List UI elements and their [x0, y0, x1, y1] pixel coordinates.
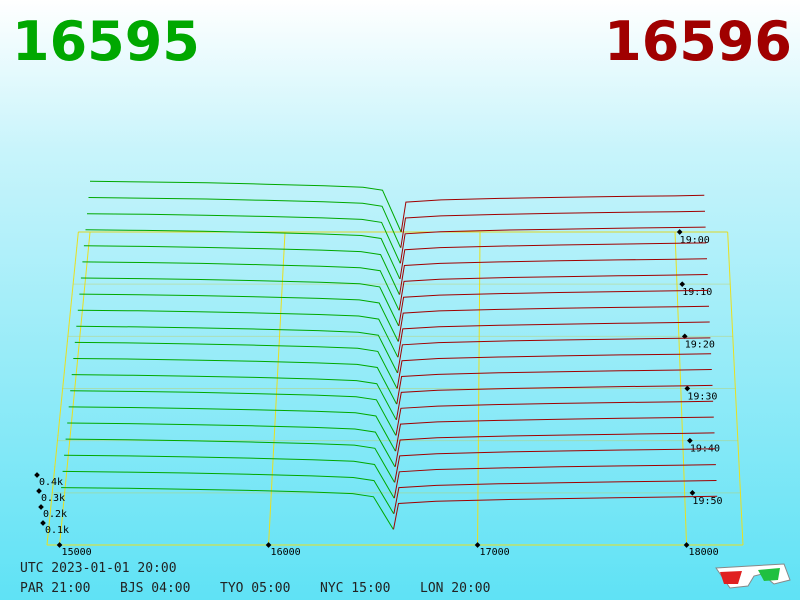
ask-depth-line: [399, 242, 707, 279]
ask-depth-line: [393, 464, 716, 499]
ask-depth-line: [395, 416, 714, 452]
bid-depth-line: [65, 438, 395, 483]
ask-depth-line: [397, 337, 711, 373]
bid-depth-line: [77, 309, 399, 358]
bid-depth-line: [70, 390, 397, 436]
bid-depth-line: [67, 422, 396, 468]
tick-mark: [676, 229, 683, 235]
time-tick-label: 19:00: [680, 235, 710, 246]
plot: 15000 16000 17000 18000 19:00 19:10 19:20 19:30…: [34, 180, 744, 558]
frame-edge: [46, 231, 79, 546]
bid-price: 16595: [12, 10, 200, 73]
tick-mark: [40, 520, 46, 526]
ask-depth-line: [398, 289, 709, 326]
y-tick-label: 0.1k: [45, 525, 69, 536]
bid-depth-line: [80, 277, 400, 327]
ask-depth-line: [399, 258, 708, 295]
time-tick-label: 19:10: [682, 287, 712, 298]
world-clock: NYC 15:00: [320, 581, 390, 596]
ask-depth-line: [396, 369, 712, 405]
bid-depth-line: [71, 374, 397, 421]
utc-clock: UTC 2023-01-01 20:00: [20, 561, 177, 576]
tick-mark: [56, 542, 63, 548]
x-tick-label: 16000: [271, 547, 301, 558]
time-tick-label: 19:20: [685, 339, 715, 350]
bid-depth-line: [61, 487, 394, 530]
tick-mark: [689, 490, 696, 496]
ask-depth-line: [393, 495, 718, 530]
time-tick-label: 19:30: [687, 392, 717, 403]
bid-depth-line: [73, 358, 398, 405]
bid-depth-line: [88, 197, 402, 248]
bid-depth-line: [85, 229, 401, 280]
tick-mark: [687, 437, 693, 444]
world-clock: TYO 05:00: [220, 581, 290, 596]
world-clock: LON 20:00: [420, 581, 490, 596]
ask-price: 16596: [604, 10, 792, 73]
ask-depth-line: [399, 226, 706, 264]
tick-mark: [684, 385, 691, 392]
y-tick-label: 0.4k: [39, 477, 63, 488]
bid-depth-line: [74, 341, 398, 389]
tick-mark: [265, 542, 272, 548]
y-tick-label: 0.2k: [43, 509, 67, 520]
bid-depth-line: [79, 293, 399, 342]
tick-mark: [679, 281, 686, 287]
tick-mark: [683, 542, 690, 548]
bid-depth-line: [68, 406, 396, 452]
bid-depth-line: [82, 261, 400, 311]
ask-depth-line: [397, 321, 710, 358]
bid-depth-line: [62, 470, 395, 514]
ask-depth-line: [394, 448, 716, 483]
ask-depth-line: [400, 210, 706, 248]
x-tick-label: 17000: [480, 547, 510, 558]
bid-depth-line: [86, 213, 401, 264]
bid-depth-line: [83, 245, 400, 295]
grid-line: [477, 231, 481, 546]
world-clock: BJS 04:00: [120, 581, 190, 596]
world-clocks: PAR 21:00 BJS 04:00 TYO 05:00 NYC 15:00 LON …: [20, 581, 490, 596]
grid-line: [59, 231, 91, 546]
ask-depth-line: [398, 274, 708, 311]
x-tick-label: 18000: [689, 547, 719, 558]
bid-depth-line: [76, 325, 398, 374]
time-tick-label: 19:50: [692, 496, 722, 507]
frame-edge: [727, 231, 744, 546]
ask-depth-line: [394, 432, 715, 467]
ask-depth-line: [395, 384, 713, 420]
ask-depth-line: [397, 305, 710, 342]
world-clock: PAR 21:00: [20, 581, 90, 596]
3d-glasses-icon: [715, 563, 791, 589]
grid-line: [674, 231, 688, 546]
bid-depth-line: [89, 180, 402, 233]
bid-depth-line: [64, 454, 395, 499]
ask-depth-line: [393, 480, 717, 514]
ask-depth-line: [396, 353, 712, 389]
x-tick-label: 15000: [62, 547, 92, 558]
y-tick-label: 0.3k: [41, 493, 65, 504]
tick-mark: [474, 542, 481, 548]
ask-depth-line: [395, 400, 714, 436]
grid-line: [268, 231, 286, 546]
ask-depth-line: [400, 194, 705, 233]
